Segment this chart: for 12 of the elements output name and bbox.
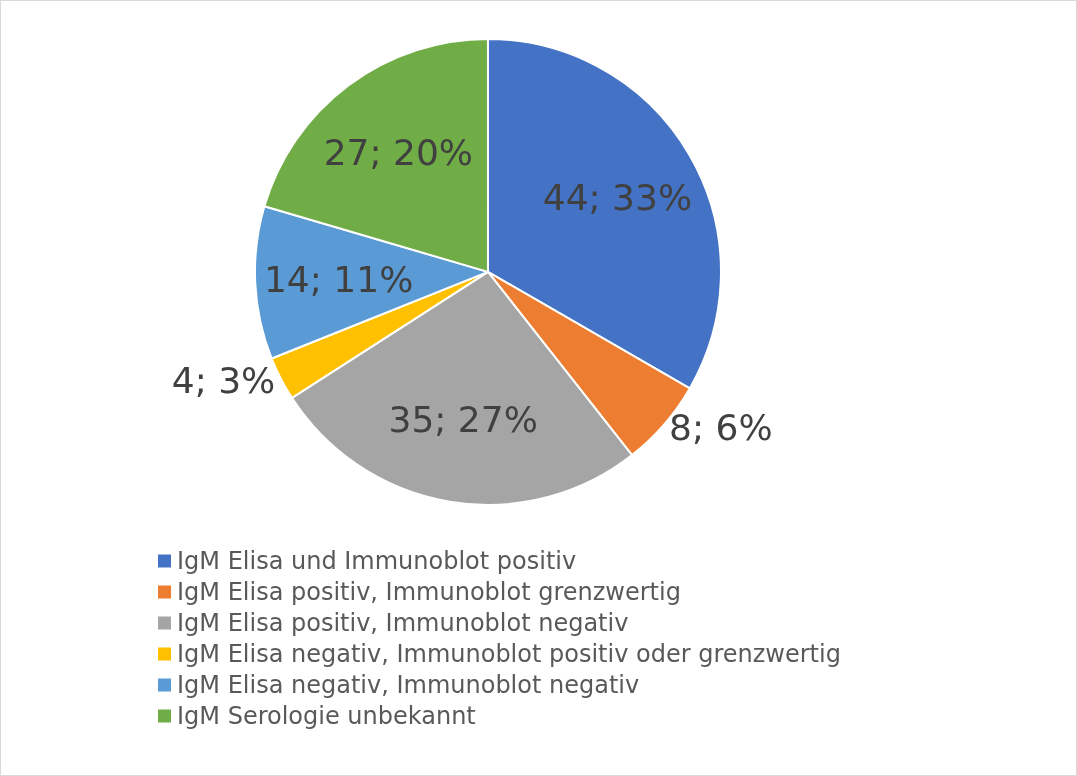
data-label: 14; 11% — [263, 258, 414, 300]
data-label: 27; 20% — [323, 131, 474, 173]
data-label: 35; 27% — [388, 398, 538, 440]
legend-label: IgM Elisa positiv, Immunoblot negativ — [177, 609, 629, 637]
data-label: 8; 6% — [669, 406, 773, 448]
legend-label: IgM Serologie unbekannt — [177, 702, 476, 730]
data-label: 44; 33% — [542, 176, 693, 218]
legend-label: IgM Elisa negativ, Immunoblot positiv oder grenzwertig — [177, 640, 841, 668]
data-label: 4; 3% — [171, 360, 276, 401]
legend-label: IgM Elisa positiv, Immunoblot grenzwertig — [177, 578, 681, 606]
legend-label: IgM Elisa negativ, Immunoblot negativ — [177, 671, 640, 699]
legend-label: IgM Elisa und Immunoblot positiv — [177, 547, 577, 575]
